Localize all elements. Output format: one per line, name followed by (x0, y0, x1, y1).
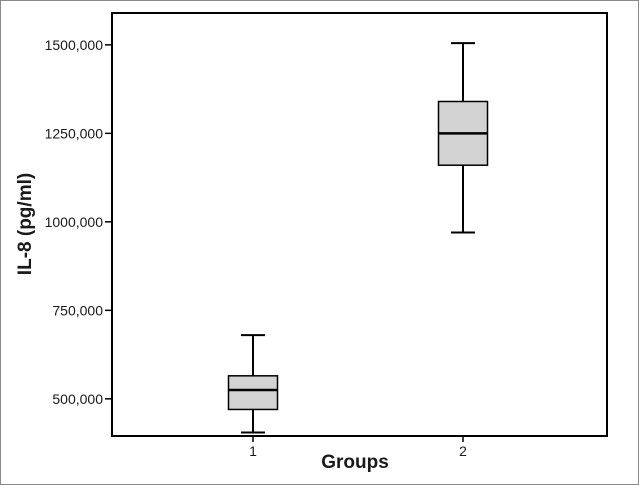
y-tick-label: 750,000 (52, 302, 103, 318)
y-tick-label: 1250,000 (45, 125, 104, 141)
y-axis: 500,000 750,000 1000,000 1250,000 1500,000 (45, 37, 112, 407)
plot-area-frame (111, 12, 608, 437)
y-axis-title: IL-8 (pg/ml) (15, 173, 36, 275)
y-tick-label: 1000,000 (45, 214, 104, 230)
y-tick-label: 1500,000 (45, 37, 104, 53)
boxes-layer (227, 42, 489, 434)
box-group-2 (437, 42, 489, 234)
box-group-1 (227, 334, 279, 434)
box-iqr (227, 375, 279, 411)
x-axis-title: Groups (321, 452, 389, 473)
y-tick-label: 500,000 (52, 391, 103, 407)
x-tick-label: 2 (459, 443, 467, 459)
x-tick-label: 1 (249, 443, 257, 459)
